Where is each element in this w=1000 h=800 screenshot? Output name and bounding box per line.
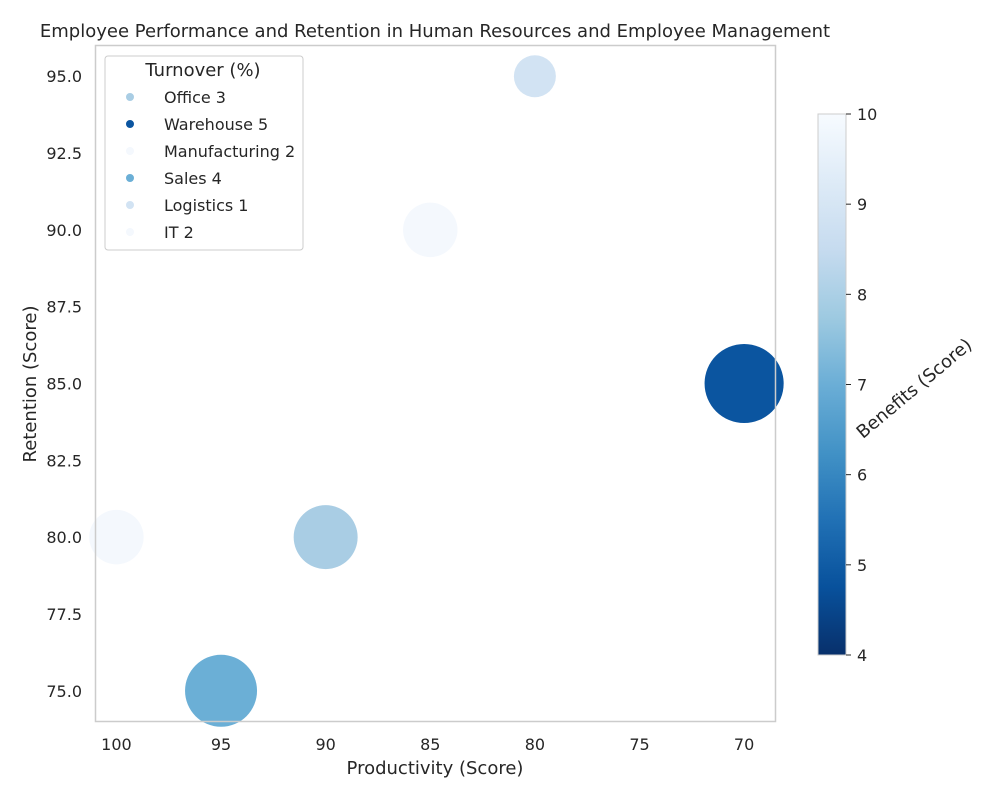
x-tick-label: 85: [420, 735, 440, 754]
plot-frame: [94, 44, 777, 723]
colorbar-label: Benefits (Score): [853, 335, 977, 444]
bubbles: [89, 55, 784, 727]
x-ticks: 100 95 90 85 80 75 70: [101, 735, 754, 754]
colorbar-ticks: 4 5 6 7 8 9 10: [846, 105, 877, 665]
x-tick-label: 95: [211, 735, 231, 754]
colorbar-tick-label: 8: [857, 285, 867, 304]
bubble-sales-4: [185, 654, 258, 727]
colorbar-tick-label: 7: [857, 376, 867, 395]
legend-marker: [126, 228, 134, 236]
legend-marker: [126, 120, 134, 128]
y-tick-label: 95.0: [46, 67, 82, 86]
bubble-office-3: [293, 505, 358, 570]
legend-marker: [126, 147, 134, 155]
colorbar: 4 5 6 7 8 9 10 Benefits (Score): [817, 105, 977, 665]
colorbar-tick-label: 4: [857, 646, 867, 665]
colorbar-tick-label: 6: [857, 466, 867, 485]
x-axis-label: Productivity (Score): [347, 758, 524, 779]
legend: Turnover (%) Office 3 Warehouse 5 Manufact…: [104, 55, 304, 251]
y-tick-label: 90.0: [46, 221, 82, 240]
legend-label: Office 3: [164, 88, 226, 107]
y-tick-label: 92.5: [46, 144, 82, 163]
bubble-warehouse-5: [704, 343, 784, 424]
legend-marker: [126, 174, 134, 182]
legend-marker: [126, 201, 134, 209]
colorbar-tick-label: 9: [857, 195, 867, 214]
legend-label: IT 2: [164, 223, 194, 242]
legend-label: Sales 4: [164, 169, 222, 188]
legend-box: [104, 55, 304, 251]
y-ticks: 75.0 77.5 80.0 82.5 85.0 87.5 90.0 92.5 95.0: [46, 67, 82, 701]
chart-title: Employee Performance and Retention in Hu…: [40, 21, 830, 42]
y-tick-label: 80.0: [46, 528, 82, 547]
x-tick-label: 90: [315, 735, 335, 754]
colorbar-gradient: [817, 113, 847, 656]
bubble-logistics-1: [513, 55, 556, 98]
colorbar-tick-label: 5: [857, 556, 867, 575]
x-tick-label: 75: [629, 735, 649, 754]
y-axis-label: Retention (Score): [20, 306, 41, 463]
legend-title: Turnover (%): [144, 60, 260, 81]
y-tick-label: 77.5: [46, 605, 82, 624]
plot-area: 100 95 90 85 80 75 70 75.0 77.5 80.0 82.5 85.0 87.5…: [46, 44, 784, 754]
x-tick-label: 70: [734, 735, 754, 754]
legend-label: Logistics 1: [164, 196, 248, 215]
y-tick-label: 87.5: [46, 298, 82, 317]
legend-entries: Office 3 Warehouse 5 Manufacturing 2 Sales …: [126, 88, 295, 242]
y-tick-label: 82.5: [46, 451, 82, 470]
bubble-it-2: [89, 509, 144, 565]
x-tick-label: 100: [101, 735, 132, 754]
y-tick-label: 75.0: [46, 682, 82, 701]
bubble-manufacturing-2: [403, 202, 458, 258]
y-tick-label: 85.0: [46, 375, 82, 394]
legend-label: Warehouse 5: [164, 115, 268, 134]
x-tick-label: 80: [525, 735, 545, 754]
colorbar-tick-label: 10: [857, 105, 877, 124]
legend-marker: [126, 93, 134, 101]
legend-label: Manufacturing 2: [164, 142, 295, 161]
